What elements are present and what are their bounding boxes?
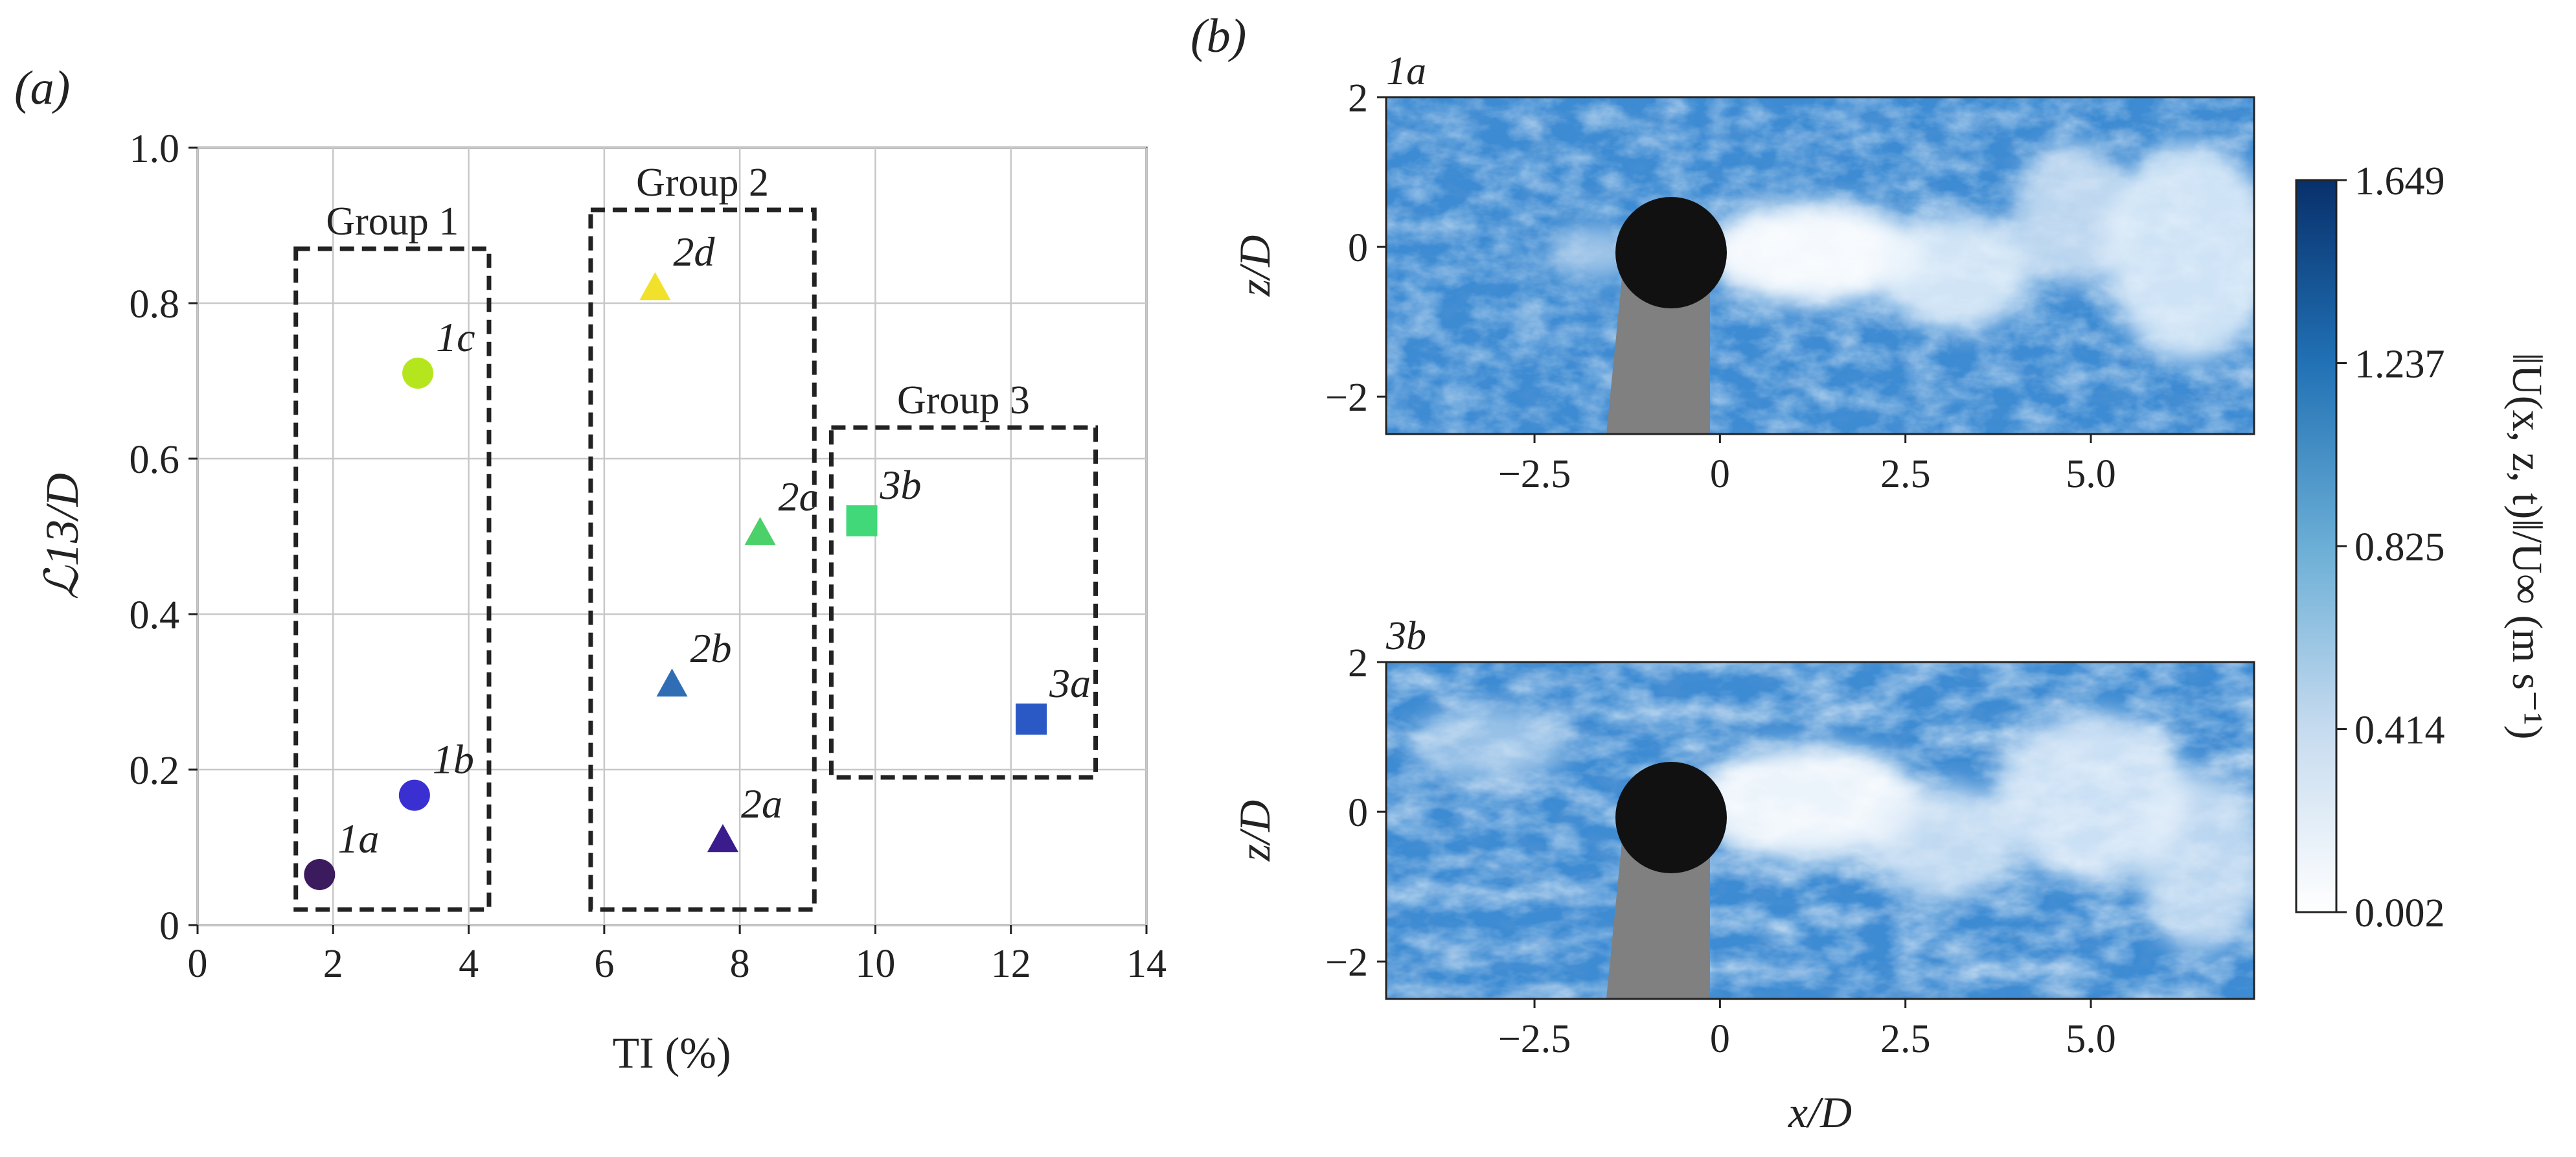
y-tick-label: 0.2 (130, 749, 180, 793)
group-box (828, 425, 1099, 780)
colorbar-tick-label: 1.237 (2354, 343, 2445, 387)
cylinder-support (1606, 836, 1710, 999)
point-label: 2d (673, 229, 715, 275)
x-tick-label: −2.5 (1498, 452, 1571, 496)
scatter-y-axis-label: ℒ13/D (36, 473, 88, 600)
x-tick-label: 0 (1710, 1017, 1730, 1061)
scatter-point (639, 272, 671, 301)
y-tick-label: −2 (1325, 376, 1368, 420)
x-tick-label: 6 (594, 942, 614, 986)
colorbar-tick-label: 0.414 (2354, 709, 2445, 753)
heatmap-3b-ticks: −2.5 0 2.5 5.0 2 0 −2 (1325, 641, 2116, 1061)
x-tick-label: 4 (459, 942, 479, 986)
colorbar-gradient (2295, 179, 2338, 913)
y-tick-label: 2 (1348, 76, 1368, 120)
x-tick-label: 2.5 (1880, 1017, 1931, 1061)
heatmap-1a-ticks: −2.5 0 2.5 5.0 2 0 −2 (1325, 76, 2116, 496)
point-label: 3b (880, 462, 922, 508)
y-tick-label: −2 (1325, 941, 1368, 985)
scatter-x-axis-label: TI (%) (612, 1028, 731, 1077)
scatter-grid (196, 146, 1148, 926)
scatter-ticks: 0 2 4 6 8 10 12 14 0 0.2 0.4 0.6 0.8 1.0 (130, 127, 1167, 986)
heatmap-1a-title: 1a (1386, 49, 1426, 93)
scatter-point (304, 859, 336, 890)
heatmap-3b-title: 3b (1385, 614, 1426, 658)
colorbar-tick-label: 0.002 (2354, 891, 2445, 935)
y-tick-label: 0 (1348, 226, 1368, 270)
x-tick-label: 5.0 (2066, 452, 2116, 496)
heatmap-1a-field (1386, 97, 2254, 434)
y-tick-label: 0 (1348, 791, 1368, 835)
x-tick-label: −2.5 (1498, 1017, 1571, 1061)
group-label: Group 2 (636, 161, 769, 205)
cylinder-support (1606, 272, 1710, 434)
heatmap-1a-y-axis-label: z/D (1230, 235, 1279, 297)
y-tick-label: 0.8 (130, 282, 180, 326)
scatter-point (1016, 704, 1047, 735)
point-label: 3a (1049, 660, 1091, 706)
heatmap-x-axis-label: x/D (1788, 1088, 1852, 1137)
cylinder (1615, 197, 1727, 308)
scatter-point (398, 779, 430, 811)
scatter-points: 1a 1b 1c 2a 2b 2c 2d 3a 3b (304, 229, 1091, 890)
y-tick-label: 0.4 (130, 593, 180, 637)
scatter-point (707, 824, 738, 853)
x-tick-label: 5.0 (2066, 1017, 2116, 1061)
x-tick-label: 8 (730, 942, 750, 986)
scatter-point (744, 517, 776, 545)
y-tick-label: 0.6 (130, 438, 180, 482)
point-label: 1c (436, 314, 475, 360)
colorbar: 1.649 1.237 0.825 0.414 0.002 ‖U(x, z, t)‖/U… (2295, 159, 2551, 935)
colorbar-label: ‖U(x, z, t)‖/U∞ (m s⁻¹) (2503, 353, 2551, 740)
colorbar-ticks: 1.649 1.237 0.825 0.414 0.002 (2336, 159, 2445, 935)
x-tick-label: 10 (855, 942, 895, 986)
scatter-point (846, 505, 878, 536)
colorbar-tick-label: 1.649 (2354, 159, 2445, 203)
heatmap-1a: 1a −2.5 0 2.5 5.0 2 0 −2 z/D (1230, 49, 2255, 496)
heatmap-3b: 3b −2.5 0 2.5 5.0 2 0 −2 z/D x/D (1230, 614, 2255, 1137)
scatter-plot: Group 1 Group 2 Group 3 1a 1b 1c 2a 2b 2c 2d 3a 3b… (36, 127, 1167, 1077)
group-box (588, 207, 817, 912)
heatmap-3b-field (1386, 662, 2254, 999)
panel-b-label: (b) (1191, 10, 1246, 63)
y-tick-label: 1.0 (130, 127, 180, 171)
scatter-axes-frame (196, 146, 1148, 926)
cylinder (1615, 762, 1727, 873)
group-label: Group 1 (326, 200, 459, 244)
x-tick-label: 0 (188, 942, 208, 986)
point-label: 1b (433, 737, 474, 783)
panel-a-label: (a) (14, 62, 70, 115)
group-box (293, 246, 492, 912)
group-label: Group 3 (897, 378, 1030, 422)
x-tick-label: 12 (991, 942, 1031, 986)
x-tick-label: 2 (323, 942, 343, 986)
point-label: 2c (779, 474, 817, 520)
point-label: 2a (741, 781, 782, 827)
x-tick-label: 0 (1710, 452, 1730, 496)
scatter-point (402, 358, 434, 389)
heatmap-1a-frame (1385, 96, 2255, 435)
scatter-point (656, 669, 688, 697)
heatmap-3b-frame (1385, 661, 2255, 1000)
x-tick-label: 2.5 (1880, 452, 1931, 496)
heatmap-3b-y-axis-label: z/D (1230, 800, 1279, 862)
x-tick-label: 14 (1126, 942, 1167, 986)
point-label: 2b (690, 625, 732, 671)
point-label: 1a (337, 816, 379, 862)
group-boxes: Group 1 Group 2 Group 3 (293, 161, 1099, 912)
y-tick-label: 2 (1348, 641, 1368, 685)
y-tick-label: 0 (159, 904, 179, 948)
colorbar-tick-label: 0.825 (2354, 525, 2445, 569)
